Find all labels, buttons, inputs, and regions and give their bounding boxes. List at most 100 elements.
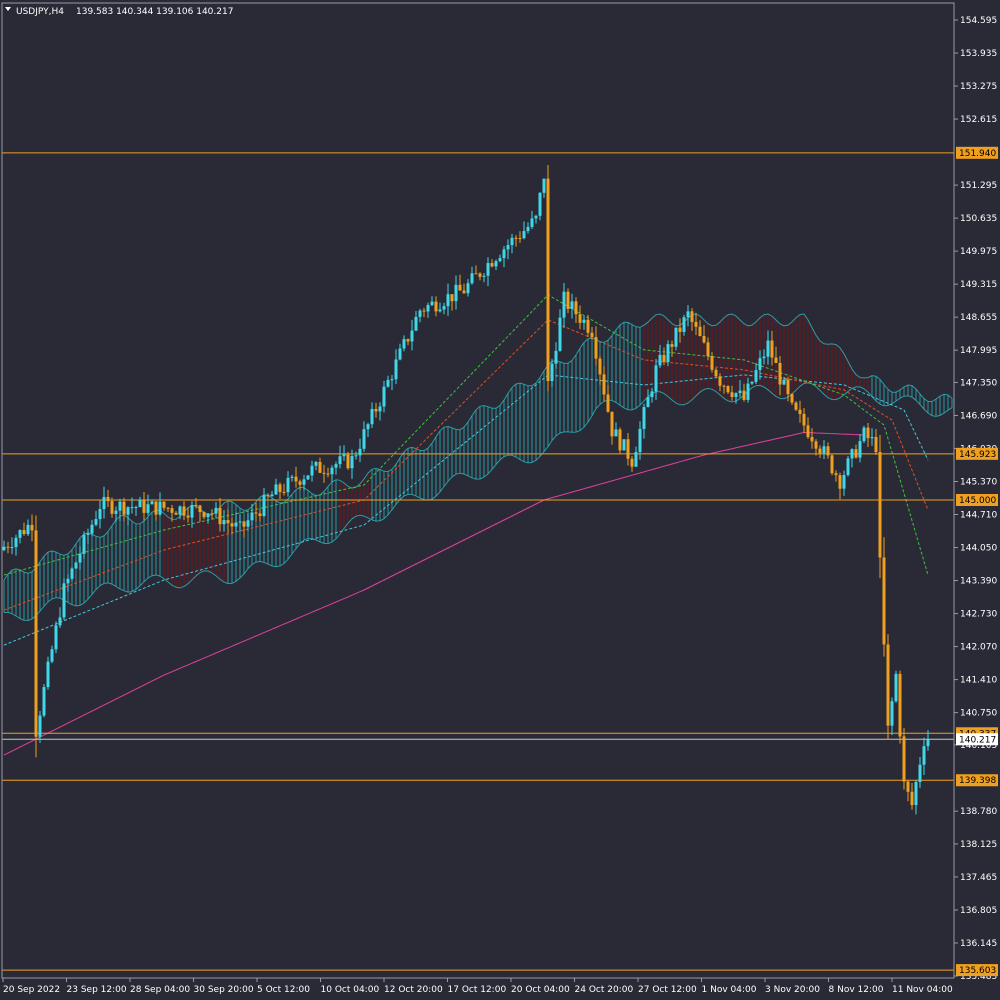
time-tick-label: 17 Oct 12:00 — [448, 985, 507, 995]
candle-body — [158, 501, 162, 515]
candle-body — [558, 317, 562, 351]
candle-body — [246, 520, 250, 527]
candle-body — [702, 336, 706, 343]
candle-body — [654, 365, 658, 392]
candle-body — [258, 513, 262, 516]
candle-body — [210, 513, 214, 515]
candle-body — [550, 363, 554, 382]
chart-header: USDJPY,H4 139.583 140.344 139.106 140.21… — [5, 7, 233, 17]
price-tick-label: 152.615 — [960, 115, 997, 125]
candle-body — [526, 226, 530, 232]
chevron-down-icon[interactable] — [5, 7, 11, 11]
candle-body — [614, 429, 618, 437]
candle-body — [534, 215, 538, 219]
price-tick-label: 142.070 — [960, 643, 997, 653]
candle-body — [746, 383, 750, 400]
candle-body — [150, 501, 154, 505]
candle-body — [890, 701, 894, 726]
candle-body — [378, 406, 382, 412]
candle-body — [226, 520, 230, 524]
candle-body — [522, 231, 526, 239]
candle-body — [802, 413, 806, 426]
candle-body — [170, 508, 174, 513]
right-price-axis: 154.595 153.935 153.275 152.615 151.295 150.6… — [954, 16, 997, 982]
candle-body — [878, 452, 882, 558]
candle-body — [766, 340, 770, 357]
candle-body — [838, 475, 842, 489]
candle-body — [754, 370, 758, 382]
price-tick-label: 144.710 — [960, 511, 997, 521]
candle-body — [886, 644, 890, 726]
candle-body — [190, 504, 194, 518]
candle-body — [370, 409, 374, 425]
candle-body — [678, 327, 682, 332]
candle-body — [134, 507, 138, 509]
candle-body — [166, 507, 170, 509]
candle-body — [894, 673, 898, 702]
candle-body — [290, 476, 294, 478]
level-price-tag — [956, 774, 998, 787]
candle-body — [286, 477, 290, 493]
candle-body — [798, 409, 802, 414]
time-tick-label: 10 Oct 04:00 — [321, 985, 380, 995]
ma-slow-line — [3, 374, 929, 646]
candle-body — [86, 533, 90, 535]
candle-body — [906, 781, 910, 792]
price-tick-label: 154.595 — [960, 16, 997, 26]
candle-body — [674, 327, 678, 347]
candle-body — [330, 467, 334, 475]
candle-body — [354, 455, 358, 457]
candle-body — [774, 357, 778, 363]
candle-body — [358, 448, 362, 456]
candle-body — [318, 461, 322, 473]
current-price-tag — [956, 733, 998, 746]
candle-body — [202, 512, 206, 518]
candle-body — [914, 781, 918, 806]
candle-body — [238, 521, 242, 523]
candle-body — [98, 509, 102, 520]
candle-body — [306, 475, 310, 480]
candle-body — [386, 380, 390, 387]
candle-body — [778, 362, 782, 385]
candle-body — [926, 739, 930, 747]
candle-body — [694, 321, 698, 327]
time-tick-label: 11 Nov 04:00 — [892, 985, 953, 995]
candle-body — [782, 379, 786, 385]
candle-body — [78, 553, 82, 563]
candle-body — [478, 273, 482, 277]
candle-body — [834, 473, 838, 476]
candle-body — [422, 310, 426, 312]
candle-body — [2, 546, 6, 551]
candle-body — [810, 437, 814, 442]
candle-body — [466, 283, 470, 294]
candle-body — [710, 356, 714, 370]
candle-body — [690, 311, 694, 322]
candle-body — [622, 439, 626, 451]
candle-body — [114, 510, 118, 514]
candle-body — [870, 437, 874, 439]
candle-body — [462, 290, 466, 294]
price-tick-label: 141.410 — [960, 676, 997, 686]
candle-body — [374, 409, 378, 412]
candle-body — [402, 339, 406, 349]
price-tick-label: 138.780 — [960, 807, 997, 817]
candle-body — [734, 393, 738, 398]
level-price-tag — [956, 964, 998, 977]
candle-body — [118, 501, 122, 511]
candle-body — [538, 192, 542, 216]
candle-body — [562, 291, 566, 318]
price-tick-label: 140.750 — [960, 709, 997, 719]
level-price-tag-label: 145.923 — [959, 450, 996, 460]
candle-body — [634, 452, 638, 467]
candle-body — [218, 507, 222, 525]
candle-body — [414, 316, 418, 331]
candle-body — [182, 506, 186, 516]
candle-body — [362, 429, 366, 449]
level-price-tag — [956, 146, 998, 159]
price-tick-label: 149.315 — [960, 280, 997, 290]
candle-body — [814, 441, 818, 449]
candle-body — [574, 301, 578, 315]
candle-body — [630, 458, 634, 467]
candle-body — [602, 374, 606, 395]
